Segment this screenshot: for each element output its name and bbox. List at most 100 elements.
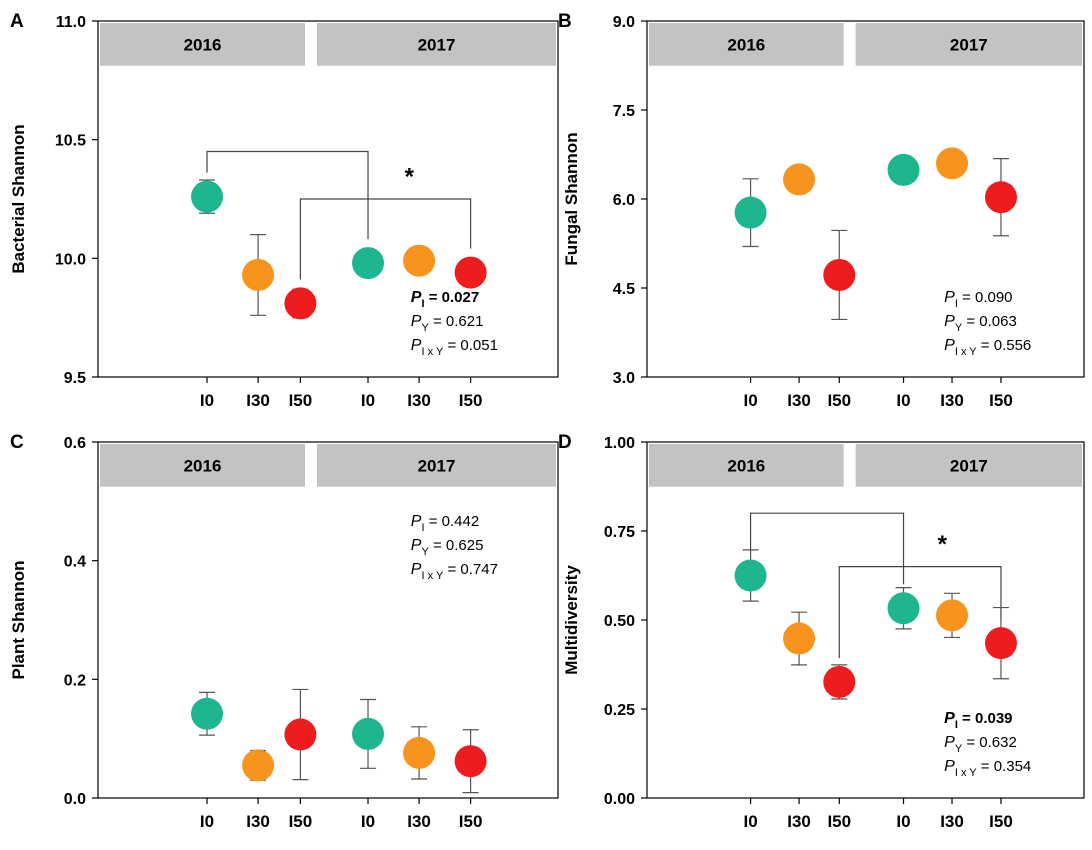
x-tick-label: I50 — [459, 812, 483, 831]
stat-p: P — [944, 289, 955, 306]
panel-A: A Bacterial Shannon 2016 2017 9.5 10.0 10.5 11.… — [9, 11, 559, 410]
stat-value: = 0.625 — [429, 537, 484, 554]
x-tick-label: I30 — [940, 391, 964, 410]
stat-value: = 0.747 — [443, 561, 498, 578]
significance-bracket — [206, 150, 369, 240]
panel-D: D Multidiversity 2016 2017 0.00 0.25 0.50 0.75 1… — [558, 432, 1085, 831]
x-tick-label: I30 — [940, 812, 964, 831]
stat-subscript: I x Y — [421, 346, 443, 358]
plot-frame — [646, 441, 1085, 799]
stat-line: PI x Y = 0.354 — [944, 758, 1031, 779]
stat-value: = 0.039 — [958, 710, 1013, 727]
data-point-2017-I0 — [352, 717, 385, 750]
x-tick-label: I0 — [361, 812, 375, 831]
stat-value: = 0.063 — [962, 313, 1017, 330]
data-point-2017-I30 — [936, 599, 969, 632]
significance-bracket — [838, 566, 1002, 658]
data-point-2016-I30 — [242, 749, 275, 782]
y-tick-label: 10.0 — [55, 251, 86, 268]
year-label-2016: 2016 — [184, 35, 222, 54]
data-point-2017-I50 — [984, 181, 1017, 214]
year-label-2017: 2017 — [950, 35, 988, 54]
stat-line: PY = 0.063 — [944, 313, 1017, 334]
data-point-2017-I0 — [887, 592, 920, 625]
panel-letter: C — [10, 432, 24, 453]
x-tick-label: I50 — [289, 812, 313, 831]
stat-subscript: I x Y — [955, 346, 977, 358]
significance-star: * — [938, 531, 948, 558]
year-strip-2016 — [649, 444, 844, 487]
stat-subscript: Y — [955, 322, 963, 334]
data-point-2017-I50 — [454, 256, 487, 289]
data-point-2016-I0 — [191, 180, 224, 213]
stat-line: PY = 0.632 — [944, 734, 1017, 755]
data-point-2016-I50 — [284, 287, 317, 320]
stat-value: = 0.090 — [958, 289, 1013, 306]
stat-value: = 0.051 — [443, 337, 498, 354]
year-strip-2016 — [649, 23, 844, 66]
plot-frame — [97, 20, 559, 378]
x-tick-label: I50 — [989, 391, 1013, 410]
year-strip-2016 — [100, 444, 305, 487]
x-tick-label: I0 — [361, 391, 375, 410]
stat-p: P — [944, 758, 955, 775]
stat-line: PI x Y = 0.556 — [944, 337, 1031, 358]
stat-p: P — [944, 313, 955, 330]
x-tick-label: I50 — [827, 812, 851, 831]
stat-subscript: Y — [421, 546, 429, 558]
y-tick-label: 0.75 — [604, 524, 635, 541]
data-point-2017-I30 — [403, 244, 436, 277]
year-strip-2016 — [100, 23, 305, 66]
stat-value: = 0.632 — [962, 734, 1017, 751]
y-axis-label: Fungal Shannon — [562, 132, 581, 265]
x-tick-label: I50 — [827, 391, 851, 410]
y-tick-label: 0.2 — [64, 672, 86, 689]
y-tick-label: 3.0 — [613, 370, 635, 387]
stat-p: P — [411, 537, 422, 554]
x-tick-label: I30 — [787, 812, 811, 831]
year-strip-2017 — [317, 444, 556, 487]
stat-value: = 0.027 — [425, 289, 480, 306]
y-tick-label: 0.25 — [604, 702, 635, 719]
data-point-2017-I30 — [936, 147, 969, 180]
x-tick-label: I0 — [896, 812, 910, 831]
data-point-2017-I50 — [454, 745, 487, 778]
y-tick-label: 1.00 — [604, 435, 635, 452]
x-tick-label: I0 — [896, 391, 910, 410]
year-strip-2017 — [855, 444, 1082, 487]
significance-bracket — [299, 198, 472, 280]
x-tick-label: I30 — [407, 812, 431, 831]
stat-p: P — [411, 561, 422, 578]
stat-line: PI = 0.090 — [944, 289, 1012, 310]
y-tick-label: 7.5 — [613, 103, 635, 120]
y-axis-label: Bacterial Shannon — [9, 124, 28, 273]
x-tick-label: I50 — [289, 391, 313, 410]
stat-subscript: I — [421, 298, 424, 310]
data-point-2017-I30 — [403, 736, 436, 769]
stat-subscript: I — [421, 522, 424, 534]
x-tick-label: I0 — [200, 391, 214, 410]
y-tick-label: 11.0 — [56, 14, 86, 31]
data-point-2016-I50 — [823, 258, 856, 291]
y-tick-label: 0.6 — [64, 435, 86, 452]
stat-subscript: I — [955, 298, 958, 310]
year-label-2017: 2017 — [418, 35, 456, 54]
y-tick-label: 0.0 — [64, 791, 86, 808]
data-point-2017-I0 — [352, 247, 385, 280]
y-tick-label: 0.50 — [604, 613, 635, 630]
data-point-2017-I0 — [887, 153, 920, 186]
stat-line: PY = 0.625 — [411, 537, 484, 558]
data-point-2017-I50 — [984, 627, 1017, 660]
year-label-2017: 2017 — [418, 456, 456, 475]
stat-line: PI = 0.039 — [944, 710, 1012, 731]
plot-frame — [97, 441, 559, 799]
stat-subscript: I x Y — [955, 767, 977, 779]
panel-B: B Fungal Shannon 2016 2017 3.0 4.5 6.0 7.5 9.0 I0… — [558, 11, 1085, 410]
panel-C: C Plant Shannon 2016 2017 0.0 0.2 0.4 0.6 I0 I30 I… — [9, 432, 559, 831]
x-tick-label: I30 — [407, 391, 431, 410]
stat-line: PY = 0.621 — [411, 313, 484, 334]
stat-p: P — [411, 513, 422, 530]
panel-letter: A — [10, 11, 24, 32]
stat-p: P — [411, 313, 422, 330]
